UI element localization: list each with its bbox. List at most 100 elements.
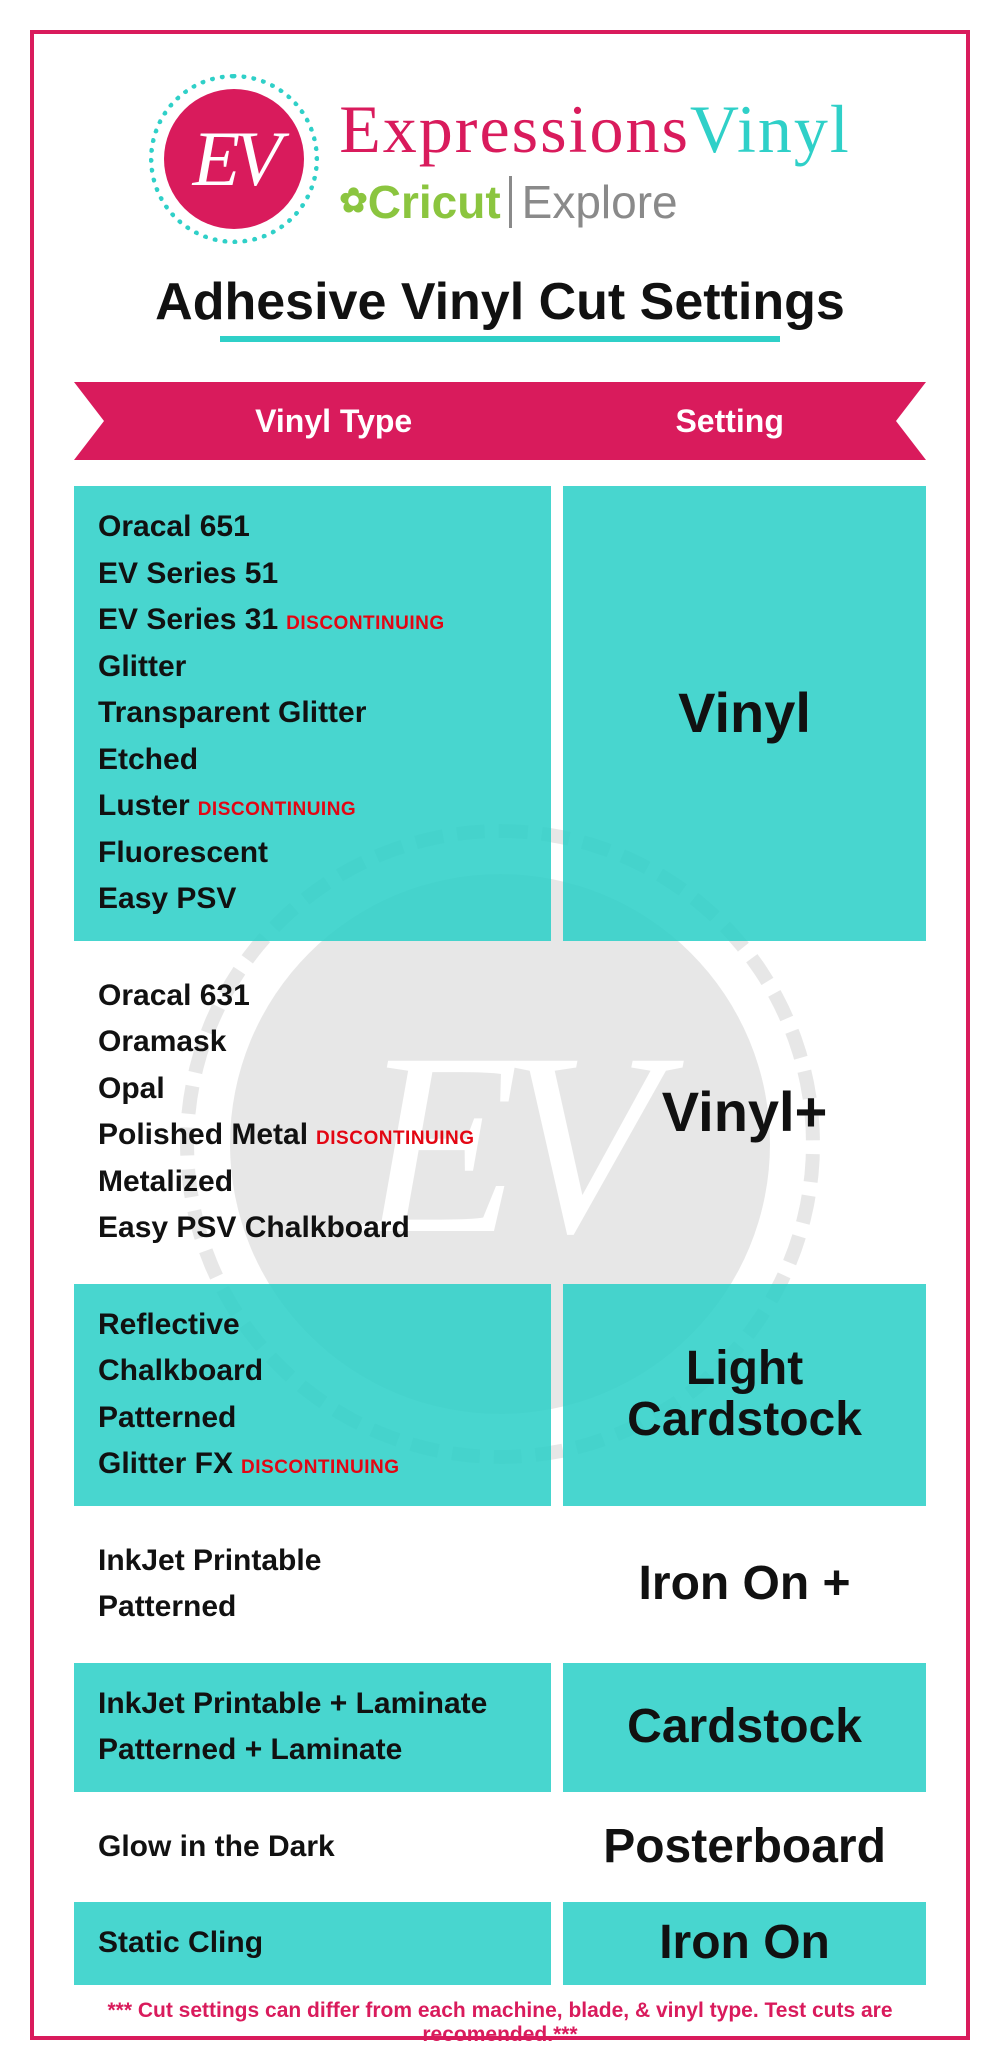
settings-table: Oracal 651 EV Series 51 EV Series 31 DISCON… <box>74 486 926 1985</box>
brand-word-explore: Explore <box>509 176 678 228</box>
setting-label: Posterboard <box>603 1822 886 1872</box>
vinyl-type-name: Patterned <box>98 1590 236 1623</box>
setting-label: Cardstock <box>627 1702 862 1752</box>
footnote: *** Cut settings can differ from each ma… <box>74 1999 926 2047</box>
vinyl-type-item: Patterned <box>98 1584 527 1631</box>
vinyl-type-item: Oramask <box>98 1019 527 1066</box>
header-logo-row: EV ExpressionsVinyl ✿CricutExplore <box>74 74 926 244</box>
ev-badge-icon: EV <box>149 74 319 244</box>
vinyl-type-item: Reflective <box>98 1302 527 1349</box>
vinyl-type-item: Patterned <box>98 1395 527 1442</box>
page-title: Adhesive Vinyl Cut Settings <box>155 272 845 340</box>
discontinuing-badge: DISCONTINUING <box>286 613 445 634</box>
vinyl-type-name: Oracal 651 <box>98 510 250 543</box>
vinyl-type-name: Polished Metal <box>98 1118 308 1151</box>
vinyl-type-item: Oracal 651 <box>98 504 527 551</box>
table-row: Glow in the Dark Posterboard <box>74 1806 926 1889</box>
table-row: InkJet Printable + Laminate Patterned + L… <box>74 1663 926 1792</box>
vinyl-type-name: Static Cling <box>98 1926 263 1959</box>
setting-cell: Light Cardstock <box>563 1284 926 1506</box>
discontinuing-badge: DISCONTINUING <box>198 799 357 820</box>
vinyl-type-item: Patterned + Laminate <box>98 1727 527 1774</box>
table-row: Reflective Chalkboard Patterned Glitter FX D… <box>74 1284 926 1506</box>
discontinuing-badge: DISCONTINUING <box>316 1128 475 1149</box>
vinyl-type-name: InkJet Printable <box>98 1544 321 1577</box>
vinyl-type-name: Reflective <box>98 1308 240 1341</box>
vinyl-type-item: Easy PSV Chalkboard <box>98 1205 527 1252</box>
vinyl-type-name: Easy PSV <box>98 882 236 915</box>
vinyl-type-item: Glitter <box>98 644 527 691</box>
ribbon-notch-right-icon <box>896 382 926 460</box>
vinyl-type-name: Glitter FX <box>98 1447 233 1480</box>
vinyl-type-item: Metalized <box>98 1159 527 1206</box>
setting-cell: Posterboard <box>563 1806 926 1889</box>
vinyl-type-name: Oracal 631 <box>98 979 250 1012</box>
brand-word-vinyl: Vinyl <box>690 91 851 167</box>
vinyl-type-item: Easy PSV <box>98 876 527 923</box>
discontinuing-badge: DISCONTINUING <box>241 1457 400 1478</box>
vinyl-type-name: EV Series 51 <box>98 557 278 590</box>
leaf-icon: ✿ <box>339 182 368 220</box>
vinyl-type-item: InkJet Printable <box>98 1538 527 1585</box>
setting-cell: Cardstock <box>563 1663 926 1792</box>
brand-cricut-explore: ✿CricutExplore <box>339 175 850 229</box>
brand-word-expressions: Expressions <box>339 91 690 167</box>
setting-label: Vinyl+ <box>662 1083 828 1142</box>
vinyl-type-name: Fluorescent <box>98 836 268 869</box>
setting-cell: Vinyl <box>563 486 926 941</box>
setting-cell: Iron On + <box>563 1520 926 1649</box>
vinyl-type-name: Chalkboard <box>98 1354 263 1387</box>
vinyl-type-name: Glitter <box>98 650 186 683</box>
vinyl-type-item: Chalkboard <box>98 1348 527 1395</box>
vinyl-type-name: InkJet Printable + Laminate <box>98 1687 487 1720</box>
vinyl-type-name: Luster <box>98 789 190 822</box>
brand-word-cricut: Cricut <box>368 176 501 228</box>
vinyl-type-item: Oracal 631 <box>98 973 527 1020</box>
vinyl-type-item: Fluorescent <box>98 830 527 877</box>
setting-label: Iron On <box>659 1918 830 1968</box>
vinyl-type-cell: Oracal 631 Oramask Opal Polished Metal DISCO… <box>74 955 551 1270</box>
setting-cell: Iron On <box>563 1902 926 1985</box>
setting-label: Light Cardstock <box>577 1344 912 1445</box>
brand-expressions-vinyl: ExpressionsVinyl <box>339 90 850 169</box>
header-ribbon: Vinyl Type Setting <box>74 382 926 460</box>
brand-stack: ExpressionsVinyl ✿CricutExplore <box>339 90 850 229</box>
vinyl-type-item: EV Series 51 <box>98 551 527 598</box>
vinyl-type-cell: Oracal 651 EV Series 51 EV Series 31 DISCON… <box>74 486 551 941</box>
vinyl-type-item: InkJet Printable + Laminate <box>98 1681 527 1728</box>
vinyl-type-name: Patterned + Laminate <box>98 1733 402 1766</box>
vinyl-type-name: Oramask <box>98 1025 226 1058</box>
vinyl-type-name: EV Series 31 <box>98 603 278 636</box>
vinyl-type-cell: InkJet Printable Patterned <box>74 1520 551 1649</box>
vinyl-type-item: Etched <box>98 737 527 784</box>
vinyl-type-name: Patterned <box>98 1401 236 1434</box>
ribbon-col-setting: Setting <box>563 403 896 440</box>
vinyl-type-name: Transparent Glitter <box>98 696 366 729</box>
vinyl-type-name: Etched <box>98 743 198 776</box>
vinyl-type-item: Opal <box>98 1066 527 1113</box>
table-row: Static Cling Iron On <box>74 1902 926 1985</box>
table-row: Oracal 651 EV Series 51 EV Series 31 DISCON… <box>74 486 926 941</box>
vinyl-type-name: Glow in the Dark <box>98 1830 335 1863</box>
setting-label: Vinyl <box>678 684 811 743</box>
vinyl-type-cell: InkJet Printable + Laminate Patterned + L… <box>74 1663 551 1792</box>
vinyl-type-item: EV Series 31 DISCONTINUING <box>98 597 527 644</box>
vinyl-type-name: Metalized <box>98 1165 233 1198</box>
ribbon-notch-left-icon <box>74 382 104 460</box>
outer-frame: EV EV ExpressionsVinyl ✿CricutExplore Ad… <box>30 30 970 2040</box>
vinyl-type-cell: Reflective Chalkboard Patterned Glitter FX D… <box>74 1284 551 1506</box>
vinyl-type-cell: Glow in the Dark <box>74 1806 551 1889</box>
vinyl-type-name: Easy PSV Chalkboard <box>98 1211 410 1244</box>
vinyl-type-item: Luster DISCONTINUING <box>98 783 527 830</box>
ribbon-col-vinyl-type: Vinyl Type <box>104 403 563 440</box>
table-row: Oracal 631 Oramask Opal Polished Metal DISCO… <box>74 955 926 1270</box>
table-row: InkJet Printable Patterned Iron On + <box>74 1520 926 1649</box>
content: EV EV ExpressionsVinyl ✿CricutExplore Ad… <box>34 34 966 2036</box>
vinyl-type-item: Glow in the Dark <box>98 1824 527 1871</box>
vinyl-type-item: Static Cling <box>98 1920 527 1967</box>
vinyl-type-item: Transparent Glitter <box>98 690 527 737</box>
vinyl-type-cell: Static Cling <box>74 1902 551 1985</box>
setting-cell: Vinyl+ <box>563 955 926 1270</box>
vinyl-type-item: Glitter FX DISCONTINUING <box>98 1441 527 1488</box>
ev-badge-text: EV <box>193 114 276 204</box>
